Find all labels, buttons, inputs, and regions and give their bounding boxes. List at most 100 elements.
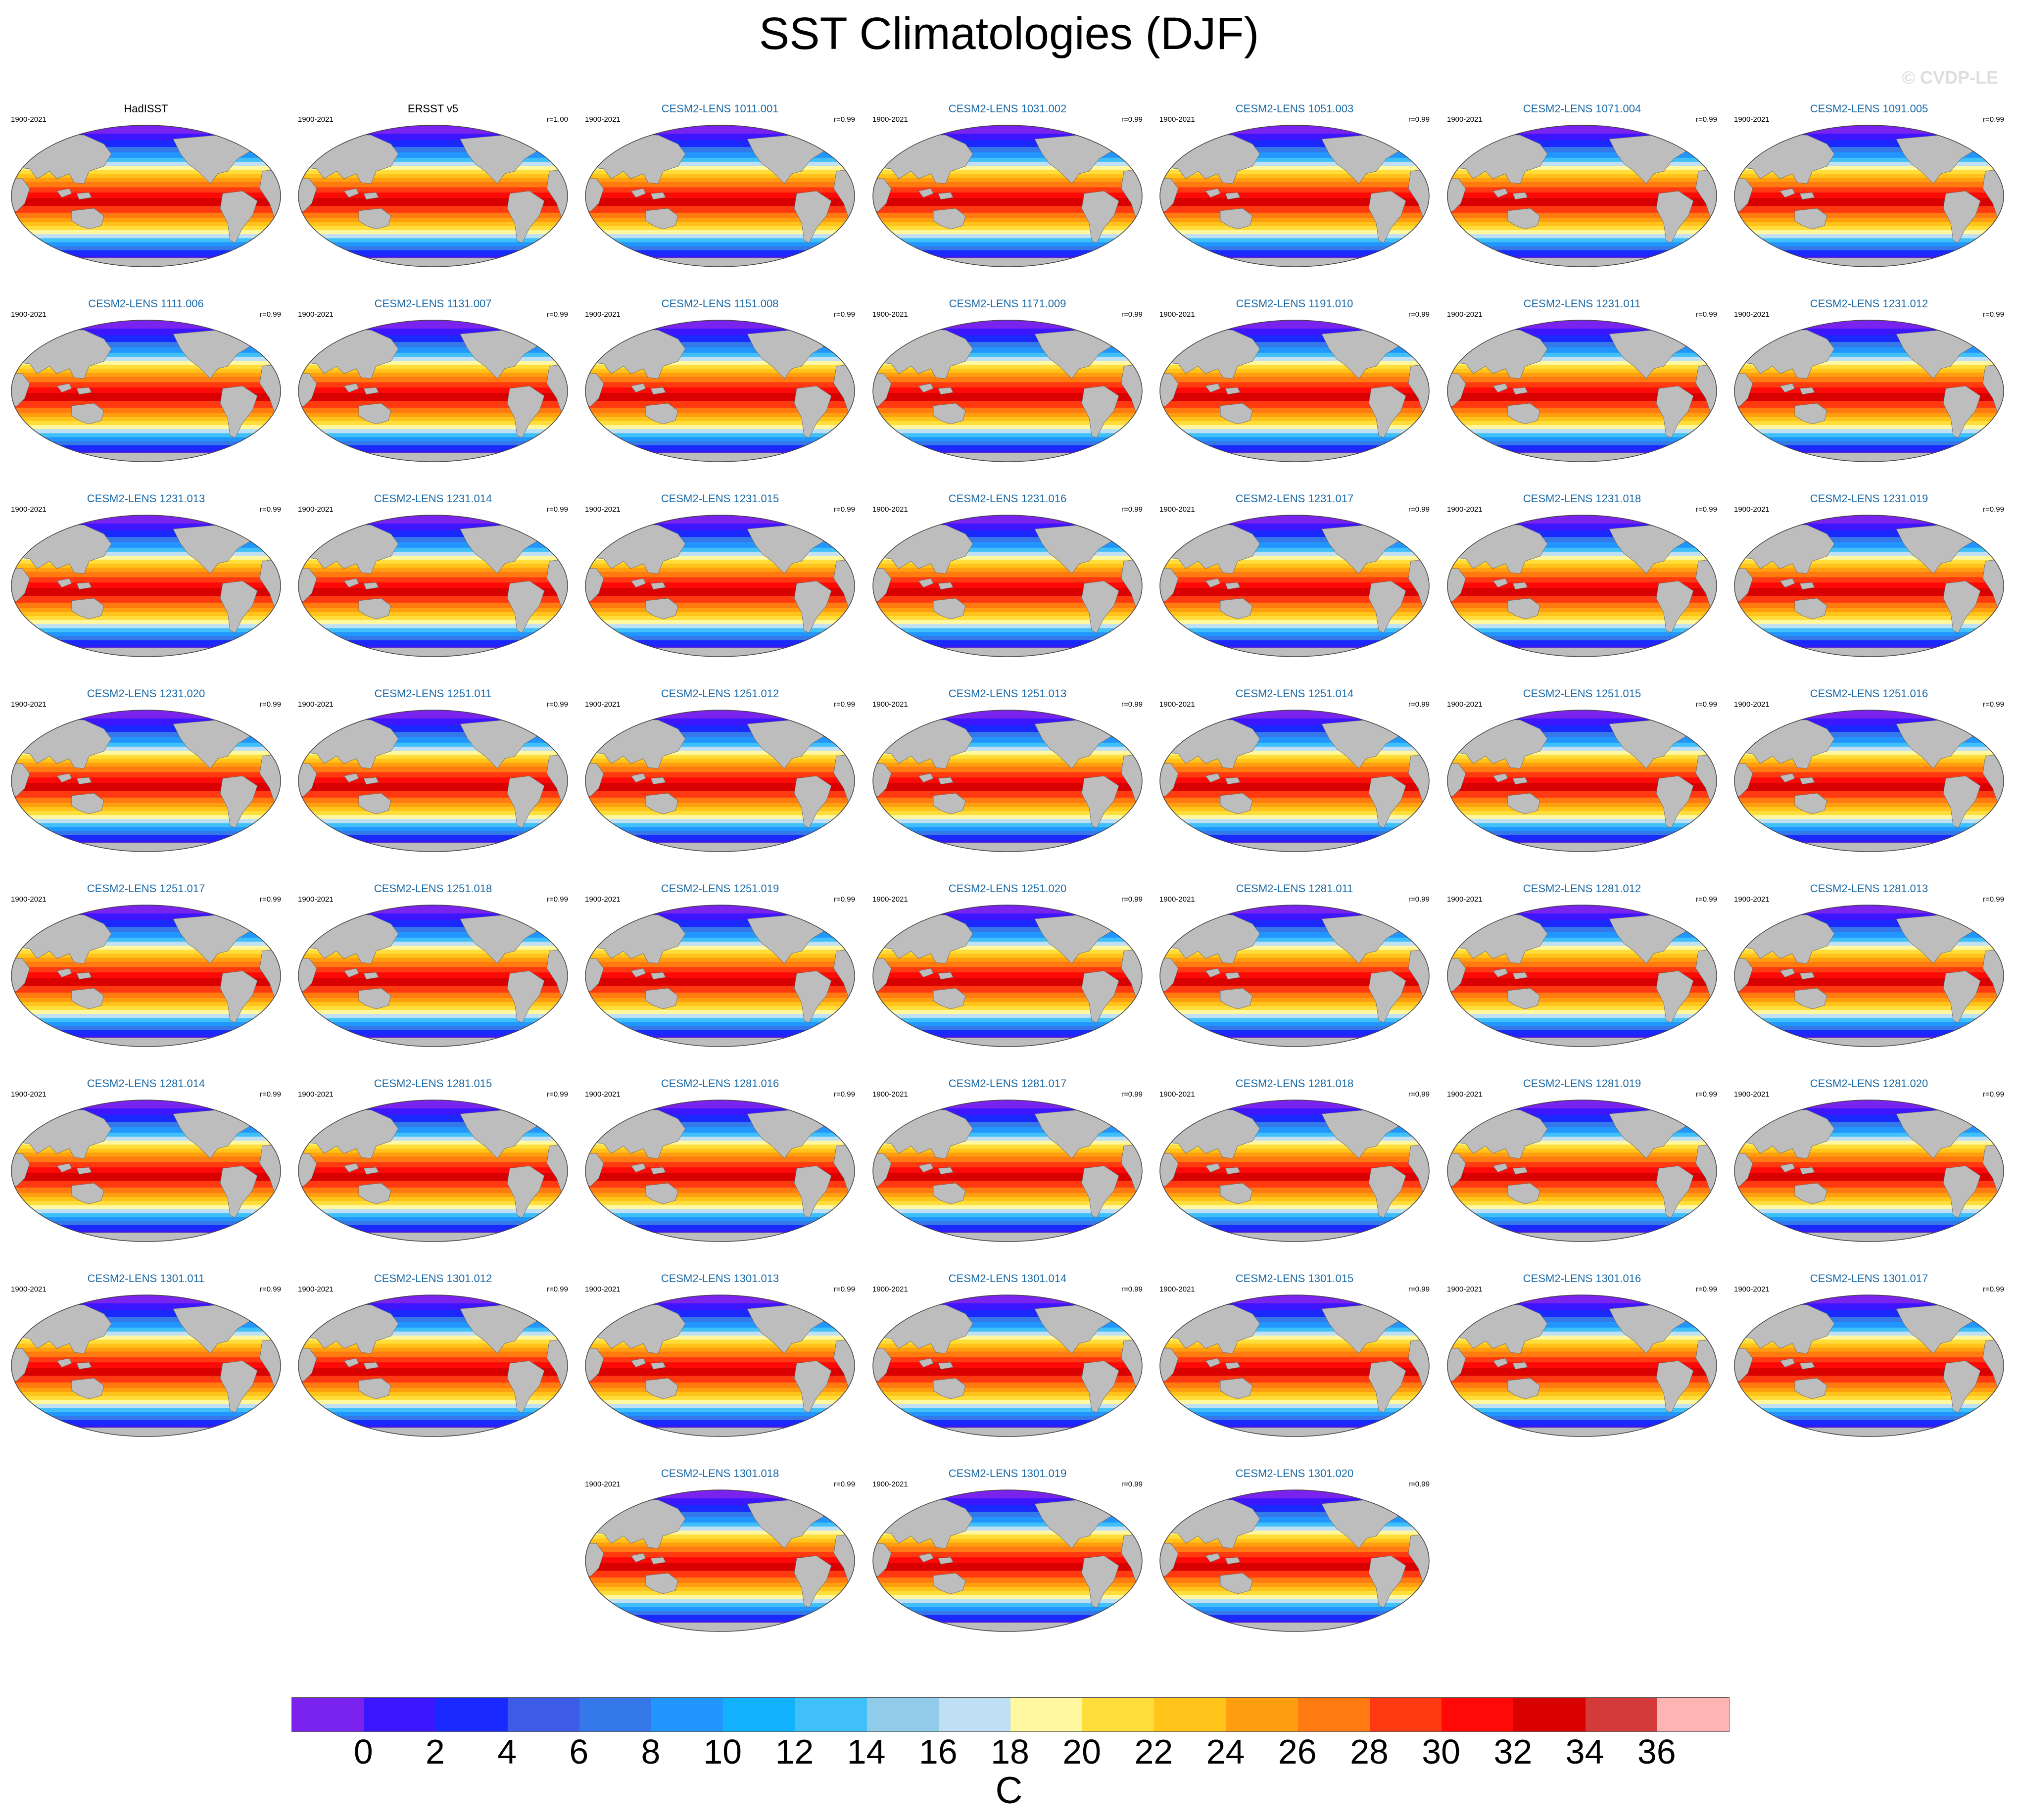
sst-band — [298, 1396, 568, 1400]
sst-map — [11, 905, 281, 1047]
sst-band — [1734, 718, 2004, 726]
sst-band — [1734, 759, 2004, 763]
sst-band — [585, 1141, 855, 1145]
map-panel: CESM2-LENS 1251.011 1900-2021 r=0.99 — [292, 687, 574, 878]
sst-band — [1160, 1136, 1429, 1141]
sst-band — [1447, 1295, 1717, 1304]
panel-title: CESM2-LENS 1251.017 — [87, 882, 205, 895]
land-mass — [645, 208, 678, 230]
land-mass — [298, 763, 317, 799]
sst-band — [585, 582, 855, 588]
land-mass — [11, 763, 30, 799]
land-mass — [585, 373, 604, 409]
sst-band — [873, 819, 1142, 823]
land-mass — [363, 192, 379, 200]
sst-band — [1734, 1173, 2004, 1181]
sst-band — [1447, 746, 1717, 751]
sst-band — [873, 1141, 1142, 1145]
land-mass — [544, 325, 567, 342]
sst-band — [1447, 187, 1717, 193]
colorbar-tick-label: 8 — [641, 1732, 661, 1771]
sst-band — [1160, 413, 1429, 418]
sst-band — [1160, 178, 1429, 183]
panel-title: CESM2-LENS 1231.016 — [948, 492, 1067, 505]
panel-correlation: r=0.99 — [1408, 700, 1430, 709]
map-outline — [11, 1100, 281, 1242]
sst-band — [873, 608, 1142, 613]
sst-map — [585, 1294, 855, 1437]
land-mass — [1368, 1165, 1406, 1218]
sst-band — [1160, 560, 1429, 564]
colorbar-swatch — [364, 1698, 436, 1731]
sst-band — [873, 161, 1142, 166]
sst-band — [298, 1217, 568, 1222]
land-mass — [1225, 777, 1241, 785]
sst-band — [298, 361, 568, 365]
land-mass — [1405, 1494, 1429, 1512]
sst-map — [585, 1489, 855, 1632]
land-mass — [11, 452, 281, 462]
land-mass — [585, 257, 855, 267]
land-mass — [1225, 387, 1241, 395]
land-mass — [1779, 383, 1795, 393]
panel-title: CESM2-LENS 1151.008 — [661, 297, 779, 310]
sst-band — [1734, 946, 2004, 950]
sst-band — [11, 1322, 281, 1328]
sst-band — [298, 772, 568, 778]
sst-band — [1447, 347, 1717, 353]
sst-band — [873, 1382, 1142, 1389]
sst-band — [1160, 556, 1429, 560]
sst-band — [298, 807, 568, 812]
panel-title: CESM2-LENS 1301.020 — [1235, 1467, 1354, 1480]
sst-band — [1734, 1205, 2004, 1209]
colorbar-swatch — [1441, 1698, 1514, 1731]
land-mass — [11, 1037, 281, 1047]
land-mass — [1512, 972, 1528, 980]
land-mass — [507, 191, 545, 243]
panel-title: CESM2-LENS 1301.012 — [374, 1272, 492, 1285]
land-mass — [298, 842, 568, 852]
sst-band — [1160, 823, 1429, 828]
sst-band — [873, 537, 1142, 543]
panel-title: HadISST — [124, 102, 168, 115]
sst-band — [1160, 632, 1429, 637]
land-mass — [1368, 191, 1406, 243]
sst-band — [873, 1167, 1142, 1173]
sst-band — [298, 1149, 568, 1153]
sst-band — [873, 1404, 1142, 1408]
panel-correlation: r=0.99 — [1696, 310, 1717, 319]
sst-band — [585, 157, 855, 162]
sst-band — [11, 421, 281, 426]
sst-band — [873, 941, 1142, 946]
colorbar-tick-label: 16 — [918, 1732, 958, 1771]
land-mass — [1794, 988, 1827, 1009]
sst-band — [1160, 441, 1429, 446]
sst-band — [585, 803, 855, 808]
sst-band — [873, 1552, 1142, 1558]
map-panel: CESM2-LENS 1131.007 1900-2021 r=0.99 — [292, 297, 574, 488]
sst-band — [1160, 1599, 1429, 1603]
sst-band — [873, 742, 1142, 747]
panel-title: CESM2-LENS 1011.001 — [661, 102, 779, 115]
sst-band — [1734, 1026, 2004, 1031]
sst-band — [11, 1396, 281, 1400]
sst-band — [585, 602, 855, 609]
sst-band — [1160, 1563, 1429, 1571]
sst-band — [11, 551, 281, 556]
land-mass — [630, 383, 646, 393]
land-mass — [1118, 520, 1142, 537]
sst-band — [1447, 742, 1717, 747]
land-mass — [1447, 1153, 1466, 1189]
sst-band — [298, 1141, 568, 1145]
colorbar-tick-label: 2 — [425, 1732, 445, 1771]
land-mass — [1693, 1299, 1716, 1317]
sst-band — [585, 356, 855, 361]
sst-band — [298, 1108, 568, 1116]
sst-band — [11, 827, 281, 832]
sst-band — [1734, 222, 2004, 227]
sst-band — [585, 1391, 855, 1396]
sst-band — [1160, 1108, 1429, 1116]
sst-band — [1734, 212, 2004, 219]
sst-band — [873, 1412, 1142, 1417]
panel-title: CESM2-LENS 1301.019 — [948, 1467, 1067, 1480]
